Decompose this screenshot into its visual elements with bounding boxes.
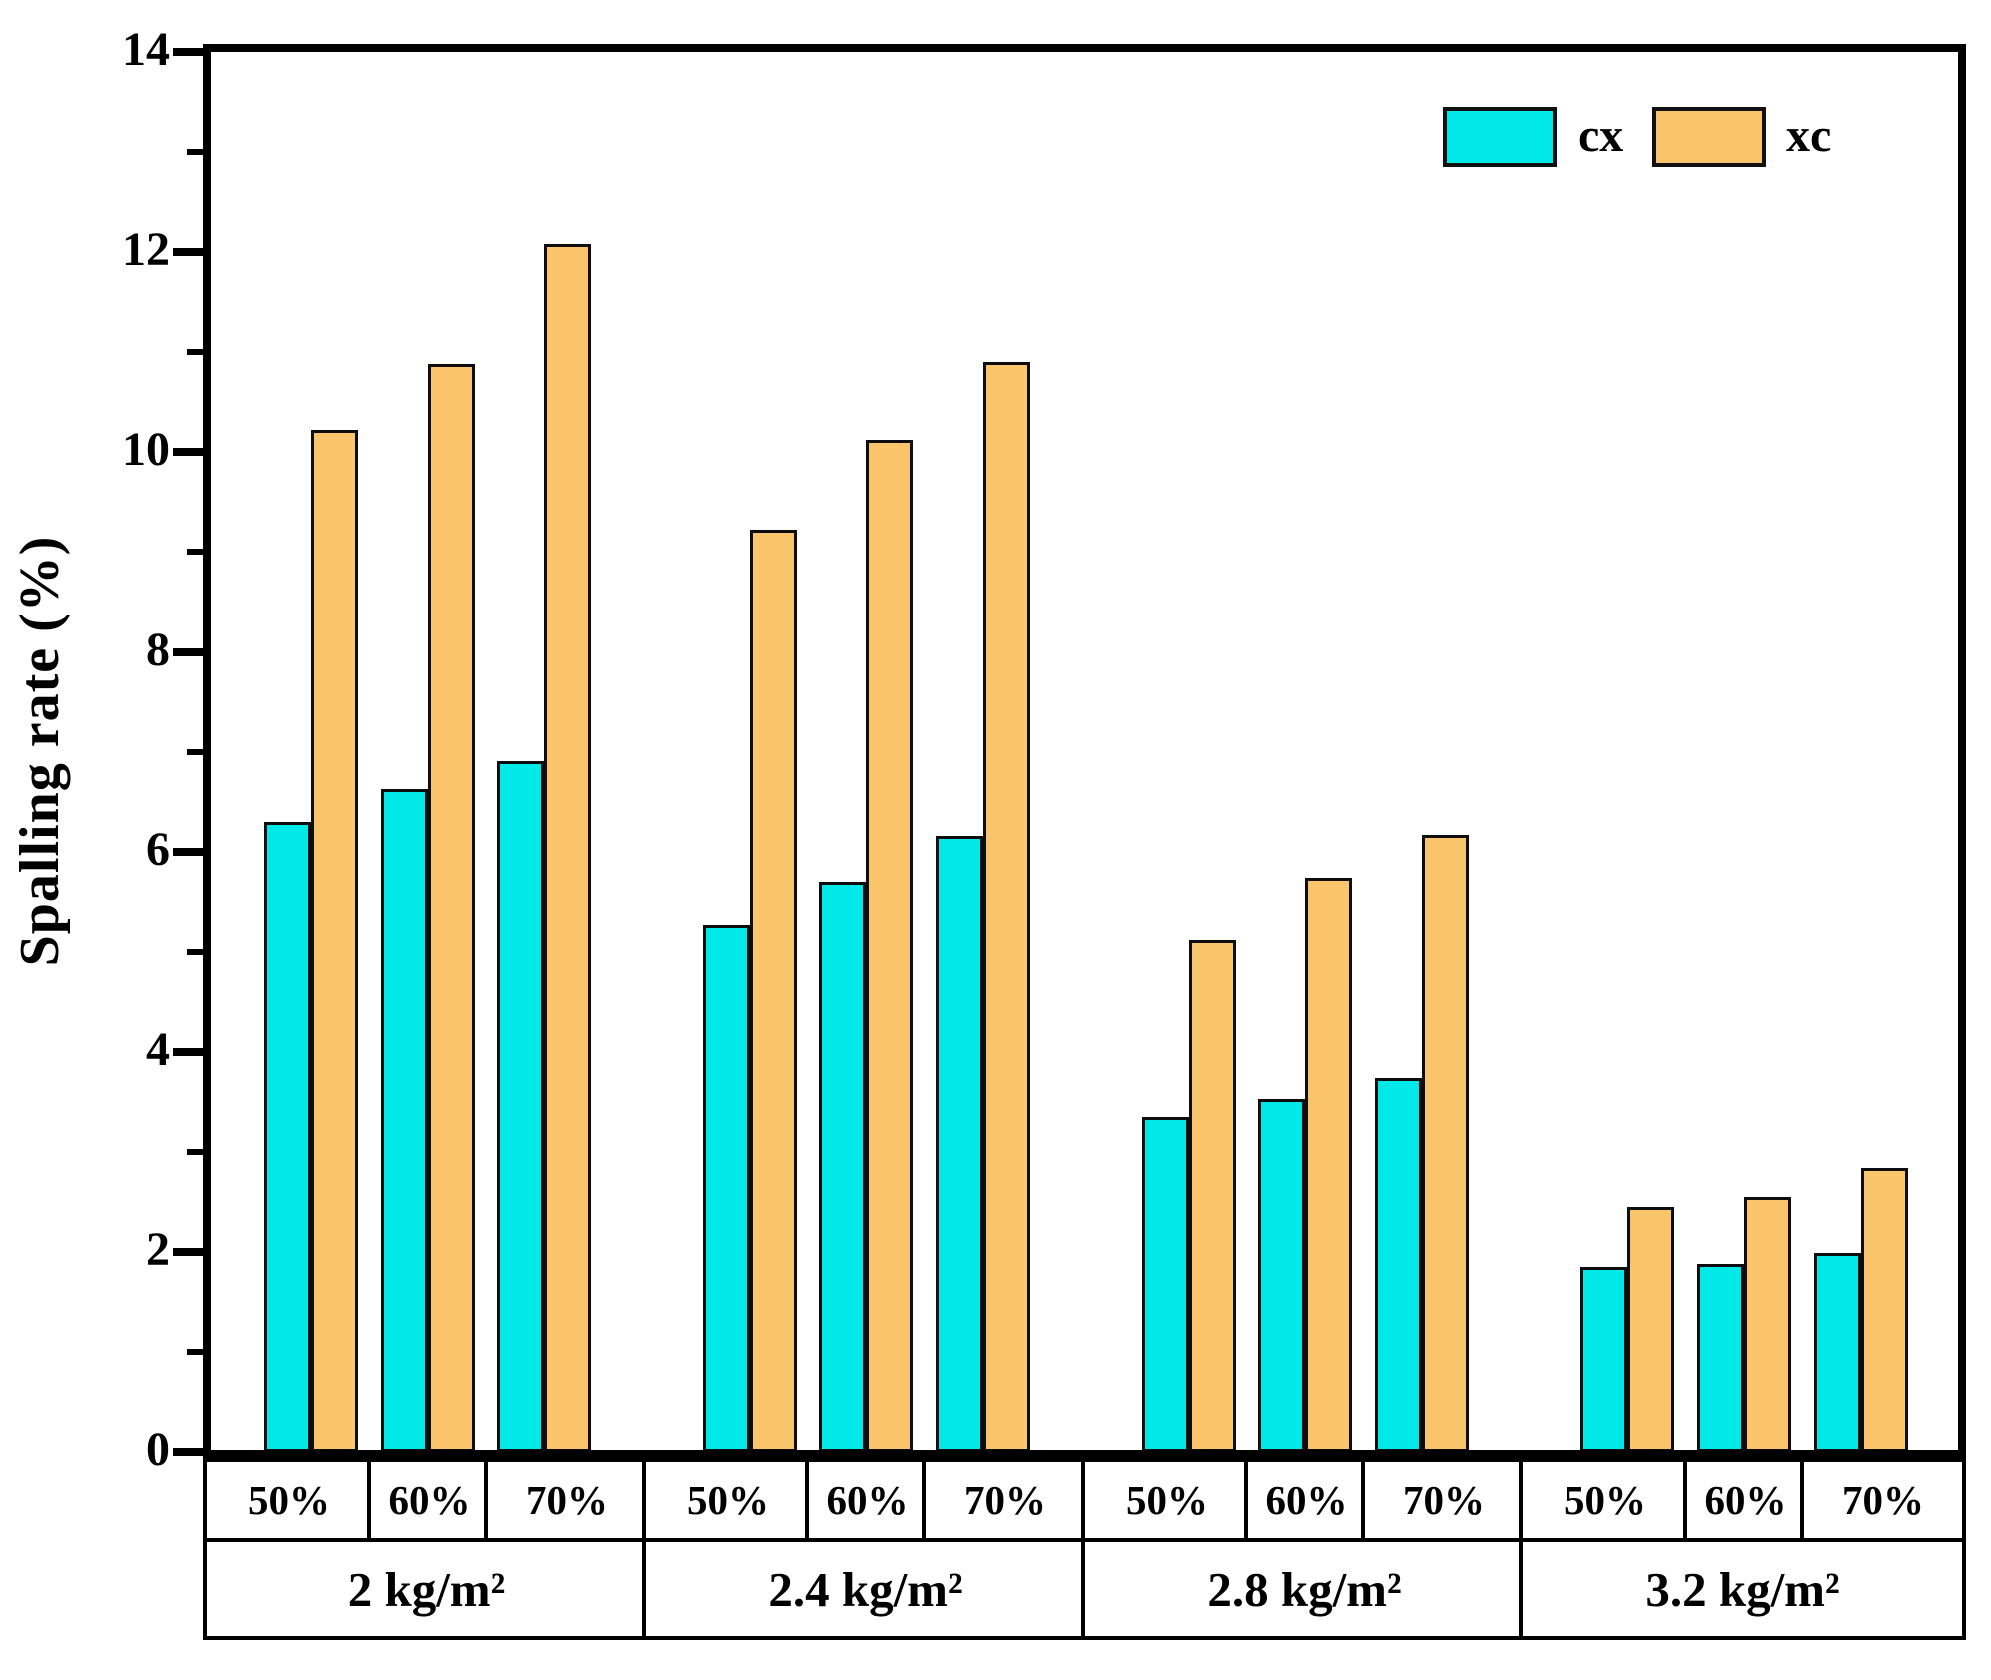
bar-xc-2.8 kg/m²-60% bbox=[1305, 878, 1352, 1452]
subcategory-cell-2.4 kg/m²-50%: 50% bbox=[642, 1458, 814, 1542]
bar-cx-3.2 kg/m²-70% bbox=[1814, 1253, 1861, 1452]
bar-xc-2 kg/m²-60% bbox=[428, 364, 475, 1452]
subcategory-cell-2.4 kg/m²-70%: 70% bbox=[922, 1458, 1088, 1542]
y-tick-label-4: 4 bbox=[146, 1023, 170, 1076]
bar-cx-2.4 kg/m²-50% bbox=[703, 925, 750, 1452]
legend-swatch-cx bbox=[1443, 107, 1557, 167]
bar-cx-2.8 kg/m²-60% bbox=[1258, 1099, 1305, 1452]
y-tick-label-10: 10 bbox=[122, 423, 170, 476]
y-tick-label-6: 6 bbox=[146, 823, 170, 876]
subcategory-cell-3.2 kg/m²-60%: 60% bbox=[1683, 1458, 1808, 1542]
y-major-tick-4 bbox=[173, 1048, 204, 1056]
group-cell-2 kg/m²: 2 kg/m² bbox=[203, 1538, 650, 1640]
bar-xc-2.4 kg/m²-60% bbox=[866, 440, 913, 1452]
bar-cx-3.2 kg/m²-50% bbox=[1580, 1267, 1627, 1452]
y-minor-tick-9 bbox=[187, 549, 204, 555]
group-cell-3.2 kg/m²: 3.2 kg/m² bbox=[1519, 1538, 1966, 1640]
group-cell-2.4 kg/m²: 2.4 kg/m² bbox=[642, 1538, 1089, 1640]
y-tick-label-8: 8 bbox=[146, 623, 170, 676]
y-minor-tick-11 bbox=[187, 349, 204, 355]
bar-cx-2.8 kg/m²-50% bbox=[1142, 1117, 1189, 1452]
y-minor-tick-5 bbox=[187, 949, 204, 955]
y-minor-tick-1 bbox=[187, 1349, 204, 1355]
y-major-tick-8 bbox=[173, 648, 204, 656]
bar-cx-3.2 kg/m²-60% bbox=[1697, 1264, 1744, 1452]
y-tick-label-0: 0 bbox=[146, 1423, 170, 1476]
subcategory-cell-2 kg/m²-70%: 70% bbox=[484, 1458, 650, 1542]
subcategory-cell-2.8 kg/m²-60%: 60% bbox=[1244, 1458, 1369, 1542]
subcategory-cell-2 kg/m²-50%: 50% bbox=[203, 1458, 375, 1542]
y-minor-tick-3 bbox=[187, 1149, 204, 1155]
y-major-tick-14 bbox=[173, 48, 204, 56]
bar-xc-2.4 kg/m²-70% bbox=[983, 362, 1030, 1452]
bar-xc-3.2 kg/m²-60% bbox=[1744, 1197, 1791, 1452]
subcategory-cell-2 kg/m²-60%: 60% bbox=[367, 1458, 492, 1542]
bar-cx-2.4 kg/m²-60% bbox=[819, 882, 866, 1452]
subcategory-cell-2.8 kg/m²-70%: 70% bbox=[1361, 1458, 1527, 1542]
bar-xc-2.8 kg/m²-70% bbox=[1422, 835, 1469, 1452]
y-major-tick-10 bbox=[173, 448, 204, 456]
bar-cx-2 kg/m²-60% bbox=[381, 789, 428, 1452]
bar-xc-3.2 kg/m²-70% bbox=[1861, 1168, 1908, 1452]
y-minor-tick-7 bbox=[187, 749, 204, 755]
bar-xc-2.8 kg/m²-50% bbox=[1189, 940, 1236, 1452]
group-cell-2.8 kg/m²: 2.8 kg/m² bbox=[1081, 1538, 1528, 1640]
y-major-tick-6 bbox=[173, 848, 204, 856]
subcategory-cell-3.2 kg/m²-70%: 70% bbox=[1800, 1458, 1966, 1542]
y-tick-label-12: 12 bbox=[122, 223, 170, 276]
y-tick-label-14: 14 bbox=[122, 23, 170, 76]
bar-cx-2 kg/m²-50% bbox=[264, 822, 311, 1452]
y-major-tick-2 bbox=[173, 1248, 204, 1256]
y-tick-label-2: 2 bbox=[146, 1223, 170, 1276]
y-major-tick-0 bbox=[173, 1448, 204, 1456]
bar-xc-2 kg/m²-50% bbox=[311, 430, 358, 1452]
bar-xc-2.4 kg/m²-50% bbox=[750, 530, 797, 1452]
legend-label-cx: cx bbox=[1578, 109, 1624, 162]
subcategory-cell-3.2 kg/m²-50%: 50% bbox=[1519, 1458, 1691, 1542]
legend-swatch-xc bbox=[1652, 107, 1766, 167]
bar-xc-2 kg/m²-70% bbox=[544, 244, 591, 1452]
legend-label-xc: xc bbox=[1786, 109, 1832, 162]
bar-cx-2.4 kg/m²-70% bbox=[936, 836, 983, 1452]
y-axis-title: Spalling rate (%) bbox=[9, 535, 71, 967]
bar-cx-2.8 kg/m²-70% bbox=[1375, 1078, 1422, 1452]
subcategory-cell-2.4 kg/m²-60%: 60% bbox=[805, 1458, 930, 1542]
y-major-tick-12 bbox=[173, 248, 204, 256]
subcategory-cell-2.8 kg/m²-50%: 50% bbox=[1081, 1458, 1253, 1542]
bar-cx-2 kg/m²-70% bbox=[497, 761, 544, 1452]
bar-xc-3.2 kg/m²-50% bbox=[1627, 1207, 1674, 1452]
y-minor-tick-13 bbox=[187, 149, 204, 155]
